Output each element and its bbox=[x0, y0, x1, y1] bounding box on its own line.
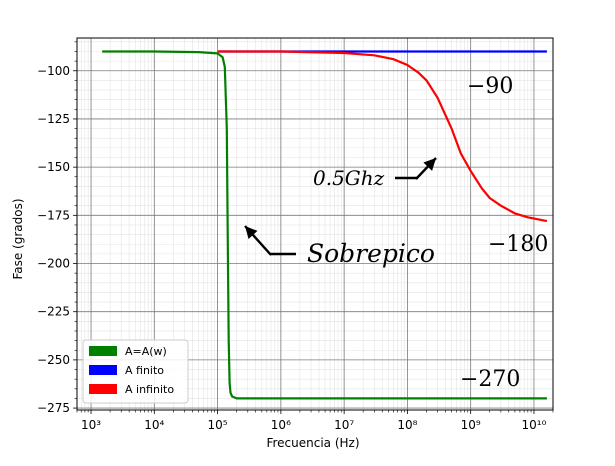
legend-swatch bbox=[89, 365, 117, 375]
y-tick-label: −225 bbox=[37, 305, 70, 319]
y-tick-label: −150 bbox=[37, 160, 70, 174]
freq-arrow-head bbox=[415, 157, 437, 180]
y-tick-label: −175 bbox=[37, 208, 70, 222]
annotation-text: −270 bbox=[460, 367, 520, 392]
x-tick-label: 10⁵ bbox=[208, 418, 228, 432]
y-tick-label: −125 bbox=[37, 112, 70, 126]
annotation-text: −90 bbox=[467, 74, 513, 99]
series-line-a-infinito bbox=[217, 50, 548, 223]
x-tick-label: 10⁷ bbox=[334, 418, 354, 432]
legend-label: A finito bbox=[125, 364, 164, 377]
overshoot-arrow-head bbox=[244, 225, 272, 256]
annotation-text: 0.5Ghz bbox=[313, 166, 385, 190]
x-tick-label: 10⁶ bbox=[271, 418, 291, 432]
x-tick-label: 10⁸ bbox=[397, 418, 417, 432]
x-tick-label: 10³ bbox=[81, 418, 101, 432]
y-axis-label: Fase (grados) bbox=[11, 198, 25, 279]
legend: A=A(w) A finito A infinito bbox=[82, 339, 189, 404]
x-axis-label: Frecuencia (Hz) bbox=[266, 436, 359, 450]
y-tick-label: −100 bbox=[37, 64, 70, 78]
legend-swatch bbox=[89, 384, 117, 394]
legend-swatch bbox=[89, 346, 117, 356]
legend-label: A infinito bbox=[125, 383, 174, 396]
x-tick-label: 10⁴ bbox=[144, 418, 164, 432]
y-tick-label: −200 bbox=[37, 257, 70, 271]
x-tick-label: 10¹⁰ bbox=[522, 418, 547, 432]
legend-label: A=A(w) bbox=[125, 345, 167, 358]
annotation-text: Sobrepico bbox=[307, 239, 435, 268]
annotation-text: −180 bbox=[488, 232, 548, 257]
x-tick-label: 10⁹ bbox=[461, 418, 481, 432]
series-group bbox=[102, 50, 548, 400]
plot-frame bbox=[76, 37, 554, 411]
y-tick-label: −250 bbox=[37, 353, 70, 367]
series-line-a-a-w- bbox=[102, 50, 547, 400]
y-tick-label: −275 bbox=[37, 401, 70, 415]
